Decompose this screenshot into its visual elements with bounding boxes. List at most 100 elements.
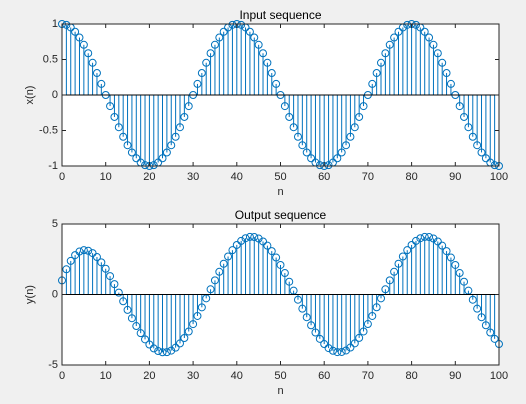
stem-marker: [197, 303, 206, 312]
stem-marker: [158, 348, 167, 357]
stem-marker: [119, 132, 128, 141]
stem-marker: [79, 246, 88, 255]
stem-marker: [132, 322, 141, 331]
stem-marker: [280, 269, 289, 278]
stem-marker: [210, 40, 219, 49]
x-tick-label: 30: [187, 370, 199, 382]
y-tick-label: 1: [52, 18, 58, 30]
y-tick-label: 0: [52, 288, 58, 300]
stem-marker: [481, 154, 490, 163]
stem-marker: [197, 69, 206, 78]
stem-marker: [245, 27, 254, 36]
x-tick-label: 60: [318, 171, 330, 183]
stem-marker: [127, 314, 136, 323]
stem-marker: [403, 246, 412, 255]
stem-marker: [468, 295, 477, 304]
stem-marker: [433, 49, 442, 58]
y-tick-label: 0.5: [43, 53, 58, 65]
stem-marker: [259, 49, 268, 58]
stem-marker: [92, 253, 101, 262]
x-tick-label: 50: [274, 171, 286, 183]
stem-marker: [390, 267, 399, 276]
stem-marker: [429, 234, 438, 243]
stem-marker: [136, 329, 145, 338]
x-tick-label: 40: [231, 370, 243, 382]
stem-marker: [215, 33, 224, 42]
y-tick-label: -1: [48, 160, 58, 172]
stem-marker: [438, 241, 447, 250]
stem-marker: [92, 69, 101, 78]
stem-marker: [473, 304, 482, 313]
stem-marker: [84, 49, 93, 58]
stem-marker: [429, 40, 438, 49]
stem-marker: [289, 123, 298, 132]
stem-marker: [88, 58, 97, 67]
stem-marker: [337, 347, 346, 356]
stem-marker: [259, 237, 268, 246]
stem-marker: [420, 232, 429, 241]
y-tick-label: 0: [52, 89, 58, 101]
stem-marker: [263, 241, 272, 250]
stem-marker: [320, 340, 329, 349]
stem-marker: [272, 79, 281, 88]
stem-marker: [267, 247, 276, 256]
x-tick-label: 90: [449, 370, 461, 382]
stem-marker: [293, 295, 302, 304]
stem-marker: [385, 40, 394, 49]
stem-marker: [219, 27, 228, 36]
x-tick-label: 20: [143, 370, 155, 382]
x-tick-label: 0: [59, 171, 65, 183]
stem-marker: [416, 234, 425, 243]
stem-marker: [438, 58, 447, 67]
x-tick-label: 10: [100, 171, 112, 183]
stem-marker: [350, 123, 359, 132]
stem-marker: [355, 333, 364, 342]
stem-marker: [455, 269, 464, 278]
stem-marker: [411, 20, 420, 29]
stem-marker: [193, 79, 202, 88]
stem-marker: [368, 79, 377, 88]
x-tick-label: 40: [231, 171, 243, 183]
stem-marker: [88, 249, 97, 258]
stem-marker: [293, 132, 302, 141]
stem-marker: [123, 141, 132, 150]
stem-marker: [398, 252, 407, 261]
x-tick-label: 20: [143, 171, 155, 183]
stem-marker: [75, 33, 84, 42]
stem-marker: [324, 344, 333, 353]
stem-marker: [328, 346, 337, 355]
stem-marker: [167, 141, 176, 150]
stem-marker: [285, 277, 294, 286]
stem-marker: [490, 161, 499, 170]
stem-marker: [468, 132, 477, 141]
x-tick-label: 30: [187, 171, 199, 183]
stem-marker: [446, 79, 455, 88]
stem-marker: [298, 141, 307, 150]
stem-marker: [355, 112, 364, 121]
stem-marker: [62, 20, 71, 29]
stem-marker: [127, 148, 136, 157]
stem-marker: [315, 161, 324, 170]
x-tick-label: 100: [490, 370, 508, 382]
stem-marker: [141, 161, 150, 170]
chart-title: Input sequence: [239, 8, 321, 22]
stem-marker: [263, 58, 272, 67]
x-tick-label: 70: [362, 370, 374, 382]
stem-marker: [315, 334, 324, 343]
stem-marker: [62, 265, 71, 274]
x-axis-label: n: [277, 385, 283, 397]
stem-marker: [477, 313, 486, 322]
stem-marker: [477, 148, 486, 157]
stem-marker: [101, 264, 110, 273]
stem-marker: [363, 320, 372, 329]
stem-marker: [307, 154, 316, 163]
stem-marker: [215, 267, 224, 276]
x-tick-label: 100: [490, 171, 508, 183]
stem-marker: [394, 27, 403, 36]
stem-marker: [180, 333, 189, 342]
stem-marker: [114, 123, 123, 132]
stem-marker: [433, 237, 442, 246]
stem-marker: [189, 320, 198, 329]
stem-marker: [206, 49, 215, 58]
